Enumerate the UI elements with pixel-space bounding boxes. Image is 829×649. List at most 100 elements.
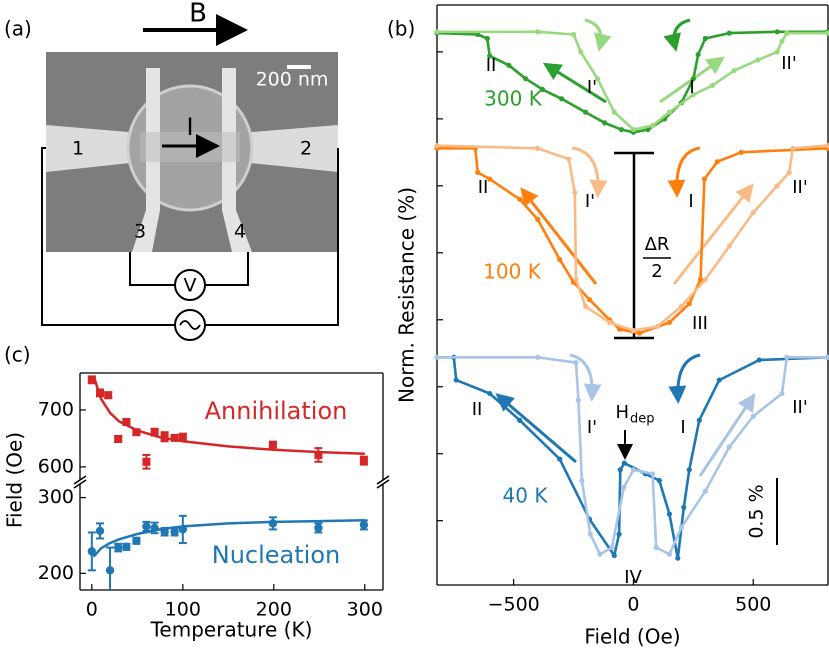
data-point xyxy=(617,467,623,473)
data-point xyxy=(475,31,481,38)
axis-break xyxy=(73,479,87,489)
voltmeter-label: V xyxy=(184,275,197,297)
x-tick-label: −500 xyxy=(488,594,540,616)
data-point xyxy=(750,413,756,419)
data-point xyxy=(779,38,785,44)
scale-label: 200 nm xyxy=(256,69,329,91)
annotation: I xyxy=(680,417,685,438)
data-point xyxy=(726,243,732,249)
annotation: II' xyxy=(792,177,808,198)
data-point xyxy=(786,169,792,176)
curve-label: 300 K xyxy=(484,87,543,111)
data-point xyxy=(654,323,661,330)
data-point xyxy=(774,183,780,189)
data-point xyxy=(487,390,493,397)
curve xyxy=(437,356,828,556)
lead xyxy=(222,68,252,252)
data-point xyxy=(535,216,541,222)
data-point xyxy=(487,53,493,59)
contact-label: 1 xyxy=(72,138,84,160)
data-point xyxy=(690,76,696,82)
data-point xyxy=(114,543,123,552)
data-point xyxy=(535,145,541,151)
curve xyxy=(436,144,828,332)
data-point xyxy=(784,30,790,36)
data-point xyxy=(726,444,732,450)
arrow xyxy=(672,183,754,285)
arrow xyxy=(698,393,756,477)
data-point xyxy=(618,126,625,133)
data-point xyxy=(779,390,785,397)
data-point xyxy=(359,520,369,530)
data-point xyxy=(170,527,179,536)
data-point xyxy=(678,303,684,309)
y-tick-label: 300 xyxy=(38,486,74,508)
data-point xyxy=(716,377,722,383)
x-axis-label: Field (Oe) xyxy=(584,625,680,649)
field-label: B xyxy=(189,0,207,29)
annotation: II' xyxy=(781,53,797,74)
annotation: II xyxy=(472,399,483,420)
arrow xyxy=(495,393,577,464)
ac-symbol xyxy=(179,320,201,330)
fit-line xyxy=(92,375,365,456)
panel-label: (c) xyxy=(4,343,31,367)
lead xyxy=(240,125,338,172)
data-point xyxy=(616,326,623,332)
data-point xyxy=(606,319,613,326)
data-point xyxy=(475,169,481,176)
data-point xyxy=(132,536,141,545)
scale-bar-label: 0.5 % xyxy=(746,484,768,538)
curve xyxy=(436,30,828,134)
data-point xyxy=(656,477,662,484)
data-point xyxy=(566,156,572,162)
data-point xyxy=(535,354,541,360)
data-point xyxy=(87,547,97,556)
data-point xyxy=(557,456,563,462)
data-point xyxy=(784,354,790,360)
data-point xyxy=(150,428,159,437)
data-point xyxy=(122,417,131,426)
data-point xyxy=(114,435,123,444)
annotation: I xyxy=(689,77,694,98)
x-axis-label: Temperature (K) xyxy=(150,618,313,642)
annotation: I xyxy=(688,191,693,212)
curve xyxy=(437,356,828,560)
data-point xyxy=(453,377,459,383)
data-point xyxy=(602,120,608,126)
arrow xyxy=(571,146,608,198)
data-point xyxy=(597,551,603,557)
data-point xyxy=(824,30,829,36)
data-point xyxy=(709,82,716,88)
x-tick-label: 100 xyxy=(165,599,201,621)
x-tick-label: 0 xyxy=(627,594,639,616)
annotation-numerator: ΔR xyxy=(645,234,670,255)
panel-label: (a) xyxy=(4,17,32,41)
current-label: I xyxy=(186,113,193,141)
data-point xyxy=(582,303,589,309)
data-point xyxy=(621,460,627,466)
data-point xyxy=(738,149,744,155)
data-point xyxy=(678,524,684,531)
sweep-arrows xyxy=(495,18,756,477)
schematic: B 200 nm I 1 2 3 4 V xyxy=(41,0,339,341)
data-point xyxy=(95,526,105,536)
data-point xyxy=(636,330,643,336)
arrow xyxy=(569,353,602,402)
axis-break xyxy=(376,475,390,485)
data-point xyxy=(160,432,169,441)
x-tick-label: 200 xyxy=(256,599,292,621)
data-point xyxy=(726,30,732,36)
arrow xyxy=(659,56,725,104)
data-point xyxy=(714,159,720,165)
curve-label: 40 K xyxy=(503,484,549,508)
data-point xyxy=(611,552,617,559)
data-point xyxy=(690,92,696,98)
data-point xyxy=(142,457,151,466)
data-point xyxy=(630,327,637,334)
y-tick-label: 700 xyxy=(38,398,74,420)
data-point xyxy=(573,360,579,366)
data-point xyxy=(122,542,131,552)
data-point xyxy=(587,297,593,303)
